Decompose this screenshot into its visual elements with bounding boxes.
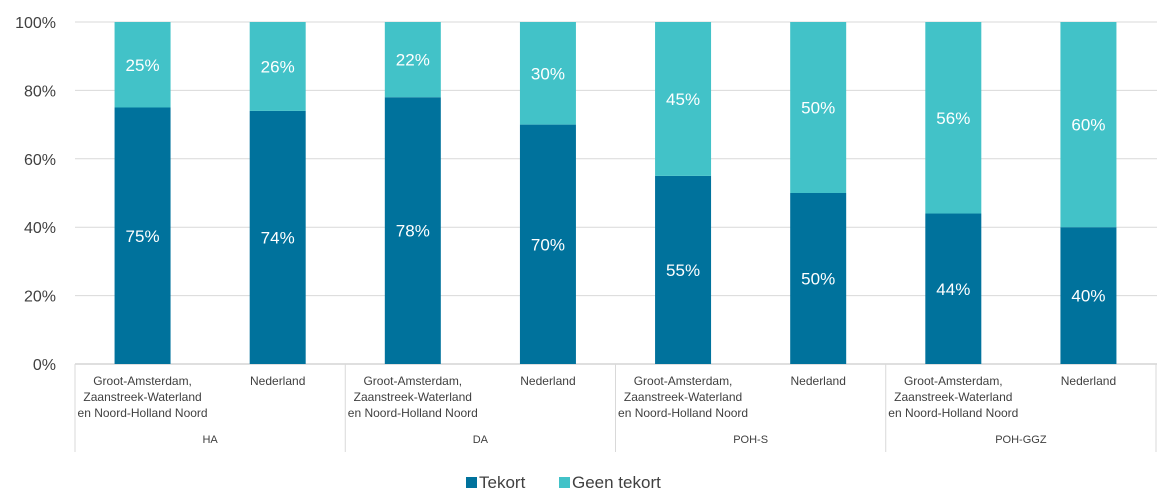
data-label: 50% (801, 270, 835, 289)
bar-tekort (519, 124, 576, 364)
y-tick-label: 100% (15, 15, 56, 32)
data-label: 45% (666, 90, 700, 109)
bar-geen-tekort (519, 22, 576, 125)
bar-tekort (925, 213, 982, 364)
legend-swatch-geen-tekort (559, 477, 570, 488)
bar-tekort (249, 110, 306, 364)
data-label: 40% (1071, 287, 1105, 306)
category-label: Nederland (520, 374, 575, 388)
data-labels: 75% 25% 74% 26% 78% 22% 70% 30% 55% 45% 50% 50% 44% 5… (126, 51, 1106, 306)
bar-tekort (384, 97, 441, 365)
data-label: 55% (666, 261, 700, 280)
group-label: DA (473, 434, 489, 446)
y-tick-label: 20% (24, 289, 56, 306)
category-label: Groot-Amsterdam, Zaanstreek-Waterland en N… (78, 374, 208, 420)
data-label: 22% (396, 51, 430, 70)
bar-geen-tekort (384, 22, 441, 98)
group-label: HA (202, 434, 218, 446)
bar-geen-tekort (925, 22, 982, 214)
bar-geen-tekort (249, 22, 306, 111)
bar-tekort (114, 107, 171, 364)
y-axis-ticks: 0% 20% 40% 60% 80% 100% (15, 15, 56, 374)
bar-tekort (790, 193, 847, 364)
data-label: 75% (126, 227, 160, 246)
category-label: Groot-Amsterdam, Zaanstreek-Waterland en N… (348, 374, 478, 420)
data-label: 74% (261, 228, 295, 247)
data-label: 50% (801, 99, 835, 118)
bar-geen-tekort (1060, 22, 1117, 228)
data-label: 26% (261, 57, 295, 76)
category-label: Nederland (791, 374, 846, 388)
gridlines (75, 21, 1157, 365)
data-label: 60% (1071, 116, 1105, 135)
bar-tekort (655, 175, 712, 364)
data-label: 70% (531, 235, 565, 254)
legend: Tekort Geen tekort (466, 473, 661, 492)
category-label: Groot-Amsterdam, Zaanstreek-Waterland en N… (888, 374, 1018, 420)
y-tick-label: 80% (24, 83, 56, 100)
data-label: 25% (126, 56, 160, 75)
data-label: 30% (531, 64, 565, 83)
category-label: Nederland (1061, 374, 1116, 388)
y-tick-label: 60% (24, 152, 56, 169)
category-label: Nederland (250, 374, 305, 388)
data-label: 44% (936, 280, 970, 299)
legend-swatch-tekort (466, 477, 477, 488)
bar-tekort (1060, 227, 1117, 364)
bar-geen-tekort (114, 22, 171, 108)
data-label: 56% (936, 109, 970, 128)
legend-label: Tekort (479, 473, 526, 492)
data-label: 78% (396, 222, 430, 241)
group-label: POH-GGZ (995, 434, 1047, 446)
bar-geen-tekort (790, 22, 847, 193)
bar-geen-tekort (655, 22, 712, 176)
bars (114, 22, 1117, 365)
x-axis: Groot-Amsterdam, Zaanstreek-Waterland en N… (74, 364, 1157, 452)
y-tick-label: 40% (24, 220, 56, 237)
y-tick-label: 0% (33, 357, 56, 374)
legend-label: Geen tekort (572, 473, 661, 492)
group-label: POH-S (733, 434, 768, 446)
category-label: Groot-Amsterdam, Zaanstreek-Waterland en N… (618, 374, 748, 420)
